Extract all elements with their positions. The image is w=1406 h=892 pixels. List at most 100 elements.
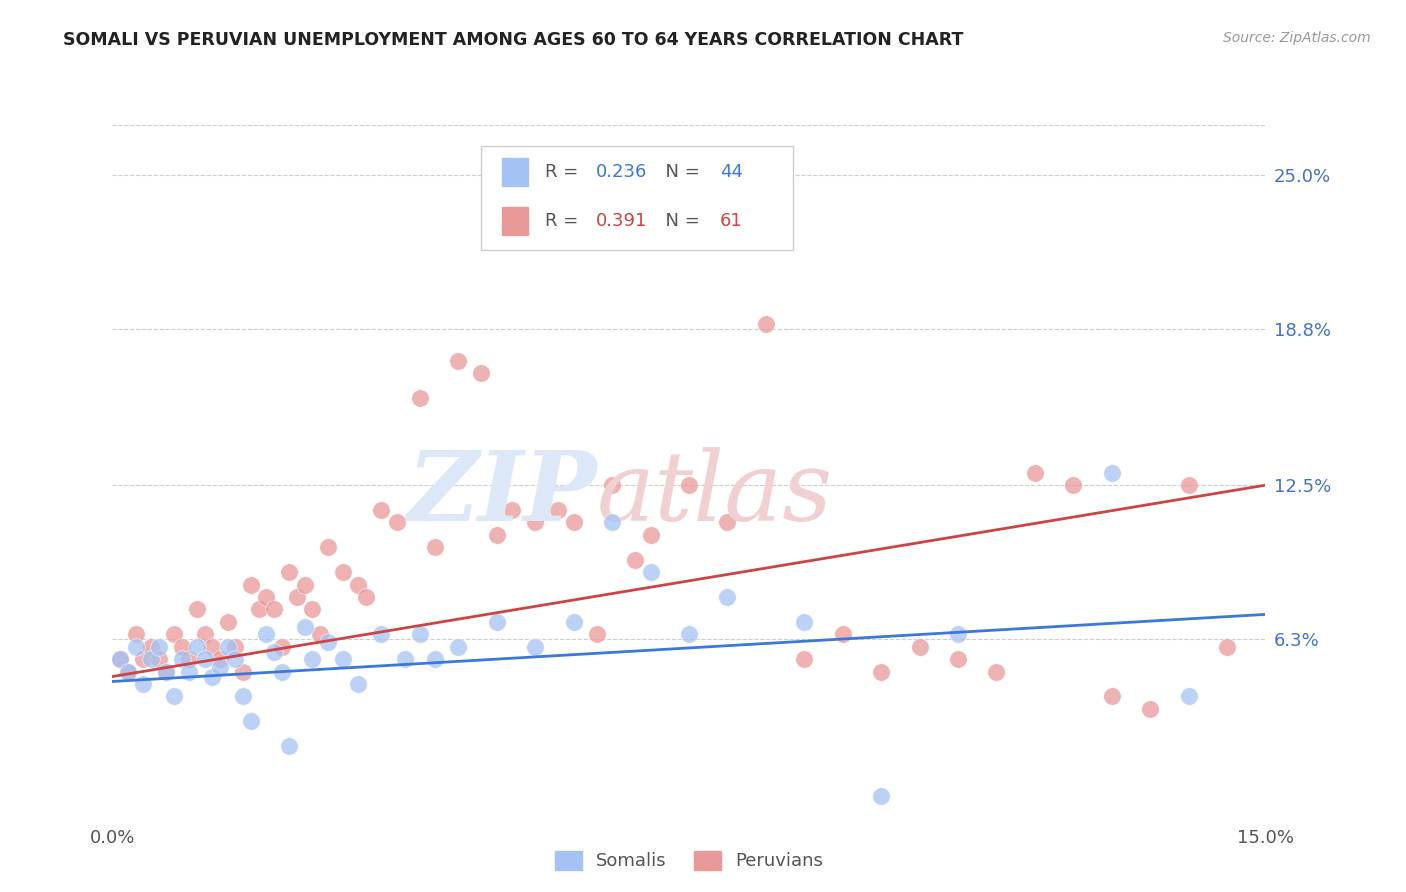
Point [501, 503, 523, 517]
Point [624, 552, 647, 567]
Point [562, 615, 585, 629]
Point [547, 503, 569, 517]
Point [946, 627, 969, 641]
Point [163, 690, 186, 704]
Legend: Somalis, Peruvians: Somalis, Peruvians [547, 844, 831, 878]
Point [385, 516, 408, 530]
Point [1177, 690, 1199, 704]
Point [179, 665, 201, 679]
Point [263, 602, 285, 616]
Point [224, 652, 246, 666]
FancyBboxPatch shape [502, 158, 527, 186]
Point [986, 665, 1008, 679]
Point [108, 652, 131, 666]
Point [201, 640, 224, 654]
Point [132, 652, 155, 666]
Text: ZIP: ZIP [408, 447, 596, 541]
Point [678, 478, 700, 492]
Point [217, 640, 239, 654]
Point [301, 602, 323, 616]
Point [354, 590, 377, 604]
Point [600, 516, 623, 530]
Point [1139, 702, 1161, 716]
Point [640, 565, 662, 579]
Point [347, 577, 370, 591]
Text: atlas: atlas [596, 447, 832, 541]
Point [332, 565, 354, 579]
Point [1177, 478, 1199, 492]
Point [155, 665, 177, 679]
Text: SOMALI VS PERUVIAN UNEMPLOYMENT AMONG AGES 60 TO 64 YEARS CORRELATION CHART: SOMALI VS PERUVIAN UNEMPLOYMENT AMONG AG… [63, 31, 963, 49]
Point [562, 516, 585, 530]
Point [124, 627, 146, 641]
Point [309, 627, 332, 641]
Point [470, 367, 492, 381]
Point [831, 627, 853, 641]
Point [1024, 466, 1046, 480]
Point [316, 541, 339, 555]
FancyBboxPatch shape [481, 145, 793, 250]
Point [170, 652, 193, 666]
Point [332, 652, 354, 666]
Point [908, 640, 931, 654]
Point [117, 665, 139, 679]
Text: 0.391: 0.391 [596, 212, 647, 230]
Point [148, 640, 170, 654]
Point [793, 615, 815, 629]
Point [716, 516, 738, 530]
Point [1101, 466, 1123, 480]
Point [239, 714, 262, 729]
Point [870, 665, 893, 679]
Point [425, 541, 447, 555]
Text: 44: 44 [720, 163, 742, 181]
Point [755, 317, 778, 331]
Point [263, 645, 285, 659]
Point [155, 665, 177, 679]
Point [232, 665, 254, 679]
Point [285, 590, 308, 604]
Point [524, 516, 547, 530]
Point [209, 659, 232, 673]
Point [254, 590, 277, 604]
Point [194, 652, 217, 666]
Point [278, 739, 301, 753]
Point [409, 391, 432, 405]
Point [209, 652, 232, 666]
Text: 61: 61 [720, 212, 742, 230]
Point [232, 690, 254, 704]
Point [278, 565, 301, 579]
Point [170, 640, 193, 654]
Y-axis label: Unemployment Among Ages 60 to 64 years: Unemployment Among Ages 60 to 64 years [0, 305, 7, 640]
Point [124, 640, 146, 654]
Point [485, 528, 508, 542]
Point [179, 652, 201, 666]
Point [294, 620, 316, 634]
Point [294, 577, 316, 591]
Point [247, 602, 270, 616]
Point [163, 627, 186, 641]
Point [524, 640, 547, 654]
Point [108, 652, 131, 666]
Point [447, 640, 470, 654]
Point [224, 640, 246, 654]
Text: Source: ZipAtlas.com: Source: ZipAtlas.com [1223, 31, 1371, 45]
Point [600, 478, 623, 492]
Point [186, 640, 208, 654]
Point [194, 627, 217, 641]
Text: 0.236: 0.236 [596, 163, 647, 181]
Point [148, 652, 170, 666]
Text: R =: R = [546, 163, 583, 181]
Point [870, 789, 893, 803]
Text: R =: R = [546, 212, 583, 230]
Point [239, 577, 262, 591]
Point [117, 665, 139, 679]
Point [640, 528, 662, 542]
FancyBboxPatch shape [502, 207, 527, 235]
Point [946, 652, 969, 666]
Point [270, 665, 292, 679]
Point [447, 354, 470, 368]
Point [254, 627, 277, 641]
Point [370, 503, 392, 517]
Point [585, 627, 607, 641]
Point [678, 627, 700, 641]
